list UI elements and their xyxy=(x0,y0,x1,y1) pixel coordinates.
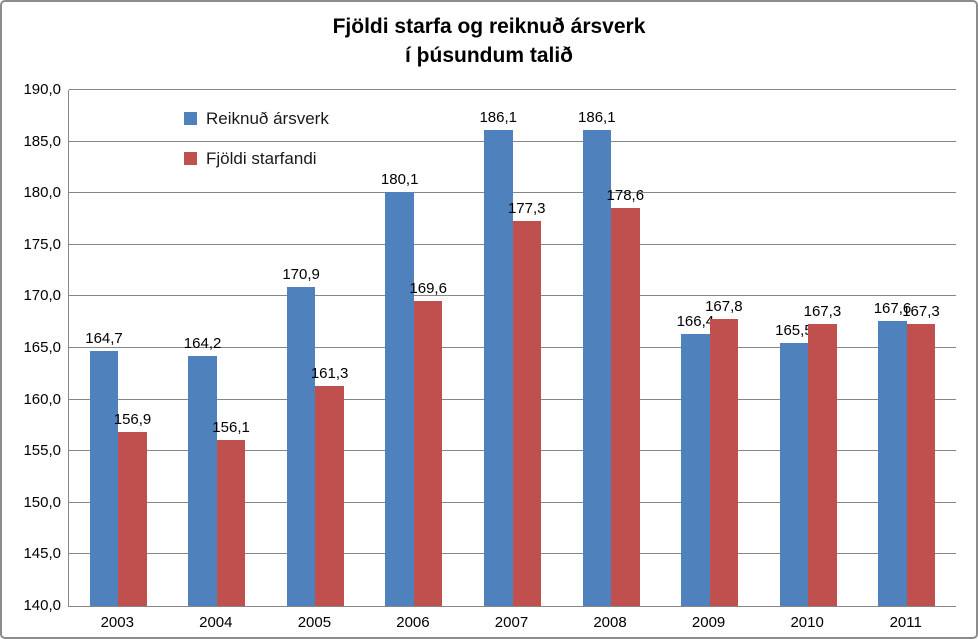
plot-area: 164,7 156,9 164,2 156,1 170,9 161,3 180,1 169,6… xyxy=(68,89,956,607)
bar-2006-series-1 xyxy=(413,300,443,606)
x-axis-category-label: 2003 xyxy=(100,614,134,631)
bar-value-label: 164,7 xyxy=(85,330,123,348)
gridline xyxy=(69,140,956,142)
legend-item-fjoldi-starfandi: Fjöldi starfandi xyxy=(184,148,329,169)
bar-2011-series-1 xyxy=(906,324,936,606)
y-axis-tick-label: 140,0 xyxy=(23,597,61,614)
x-axis-category-label: 2009 xyxy=(691,614,726,631)
bar-value-label: 177,3 xyxy=(507,200,546,218)
bar-value-label: 165,5 xyxy=(775,321,813,339)
bar-2011-series-0 xyxy=(878,321,907,606)
bar-value-label: 167,3 xyxy=(803,303,842,321)
bar-value-label: 186,1 xyxy=(578,109,616,127)
bar-2004-series-0 xyxy=(188,356,217,606)
x-axis-category-label: 2005 xyxy=(297,614,332,631)
bar-2005-series-0 xyxy=(286,287,316,606)
bar-value-label: 180,1 xyxy=(380,171,419,189)
x-axis-category-label: 2006 xyxy=(396,614,430,631)
gridline xyxy=(69,192,956,194)
bar-2010-series-0 xyxy=(779,342,809,606)
y-axis-tick-label: 185,0 xyxy=(23,132,61,150)
bar-2009-series-0 xyxy=(681,333,710,606)
y-axis-tick-label: 145,0 xyxy=(23,545,61,563)
bar-value-label: 167,8 xyxy=(705,298,743,316)
legend: Reiknuð ársverk Fjöldi starfandi xyxy=(184,108,329,188)
bar-2007-series-1 xyxy=(512,221,541,606)
chart-title-line-2: í þúsundum talið xyxy=(405,44,573,67)
y-axis-tick-label: 170,0 xyxy=(23,287,61,305)
bar-2003-series-1 xyxy=(118,431,147,606)
bar-2008-series-1 xyxy=(611,207,640,606)
legend-item-reiknud-arsverk: Reiknuð ársverk xyxy=(184,108,329,129)
bar-2004-series-1 xyxy=(216,439,246,606)
y-axis-tick-label: 175,0 xyxy=(23,235,61,253)
x-axis-category-label: 2004 xyxy=(199,614,233,631)
bar-value-label: 156,1 xyxy=(212,418,250,436)
legend-label: Fjöldi starfandi xyxy=(206,148,317,168)
legend-swatch-blue xyxy=(184,112,197,125)
bar-value-label: 164,2 xyxy=(183,335,222,353)
bar-2006-series-0 xyxy=(385,192,414,606)
bar-2005-series-1 xyxy=(315,386,344,606)
y-axis-tick-label: 180,0 xyxy=(23,184,61,202)
y-axis-tick-label: 165,0 xyxy=(23,339,61,356)
y-axis-tick-label: 155,0 xyxy=(23,442,61,460)
bar-2003-series-0 xyxy=(89,351,119,606)
x-axis-category-label: 2007 xyxy=(494,614,529,631)
legend-label: Reiknuð ársverk xyxy=(206,108,329,128)
bar-value-label: 167,6 xyxy=(873,300,912,318)
bar-value-label: 178,6 xyxy=(606,186,645,204)
bar-2009-series-1 xyxy=(709,319,739,606)
y-axis-tick-label: 160,0 xyxy=(23,390,61,408)
bar-2008-series-0 xyxy=(582,130,612,606)
x-axis-category-label: 2011 xyxy=(889,614,922,631)
legend-swatch-red xyxy=(184,152,197,165)
bar-value-label: 167,3 xyxy=(902,303,940,321)
bar-value-label: 169,6 xyxy=(409,279,447,297)
bar-value-label: 186,1 xyxy=(479,109,518,127)
bar-value-label: 166,4 xyxy=(676,312,715,330)
chart-title-line-1: Fjöldi starfa og reiknuð ársverk xyxy=(332,15,646,38)
x-axis-category-label: 2008 xyxy=(593,614,627,631)
bar-value-label: 156,9 xyxy=(113,410,152,428)
bar-2007-series-0 xyxy=(484,130,513,606)
chart-title: Fjöldi starfa og reiknuð ársverk í þúsun… xyxy=(2,12,976,70)
bar-value-label: 161,3 xyxy=(310,365,349,383)
y-axis-tick-label: 150,0 xyxy=(23,493,61,511)
x-axis-category-label: 2010 xyxy=(790,614,824,631)
y-axis-tick-label: 190,0 xyxy=(23,81,61,98)
bar-value-label: 170,9 xyxy=(282,266,320,284)
gridline xyxy=(69,89,956,90)
bar-2010-series-1 xyxy=(808,324,837,606)
